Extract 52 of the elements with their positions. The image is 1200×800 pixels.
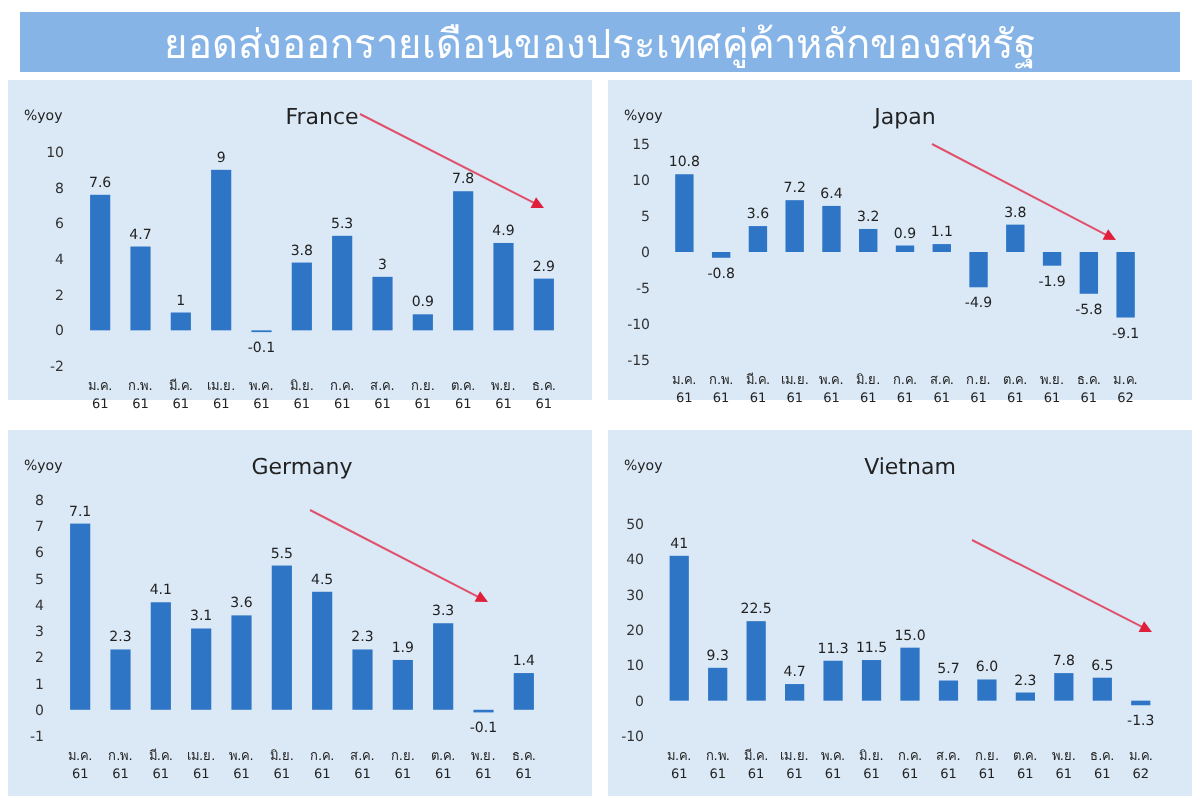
bar	[150, 602, 171, 710]
bar	[70, 523, 91, 710]
bar	[1054, 673, 1074, 701]
bar	[412, 314, 433, 331]
bar	[861, 660, 882, 701]
bar	[1116, 252, 1135, 318]
bar	[1092, 677, 1112, 701]
bar	[433, 623, 454, 710]
bar	[748, 226, 768, 252]
bar	[271, 565, 292, 710]
bar	[392, 659, 413, 710]
chart-title: Vietnam	[864, 454, 956, 480]
bar	[822, 205, 841, 252]
bar	[708, 667, 728, 701]
bar	[110, 649, 131, 710]
bar	[711, 252, 731, 258]
bar	[900, 647, 920, 701]
bar	[493, 242, 514, 331]
bar	[669, 555, 689, 701]
bar	[785, 200, 804, 252]
bar	[1015, 692, 1035, 701]
bar	[332, 235, 353, 331]
bar	[231, 615, 252, 710]
bar	[211, 169, 232, 331]
bar	[372, 276, 393, 331]
bar	[977, 679, 997, 701]
bar	[170, 312, 191, 331]
bar	[895, 245, 915, 252]
bar	[1079, 252, 1099, 294]
bar	[675, 174, 694, 252]
bar	[1006, 224, 1025, 252]
text: ยอดส่งออกรายเดือนของประเทศคู่ค้าหลักของสหรัฐ	[164, 20, 1036, 70]
bar	[823, 660, 843, 701]
bar	[932, 244, 951, 252]
bar	[533, 278, 554, 331]
bar	[130, 246, 151, 331]
chart-title: France	[285, 104, 360, 130]
bar	[513, 673, 534, 710]
bar	[312, 591, 333, 710]
bar	[785, 684, 805, 701]
bar	[1042, 252, 1062, 266]
bar	[291, 262, 312, 331]
bar	[191, 628, 212, 710]
bar	[746, 621, 766, 701]
chart-title: Japan	[872, 104, 936, 130]
bar	[969, 252, 988, 288]
chart-title: Germany	[251, 454, 354, 480]
bar	[859, 228, 878, 252]
bar	[938, 680, 959, 701]
bar	[90, 194, 111, 331]
bar	[352, 649, 373, 710]
bar	[453, 191, 474, 331]
